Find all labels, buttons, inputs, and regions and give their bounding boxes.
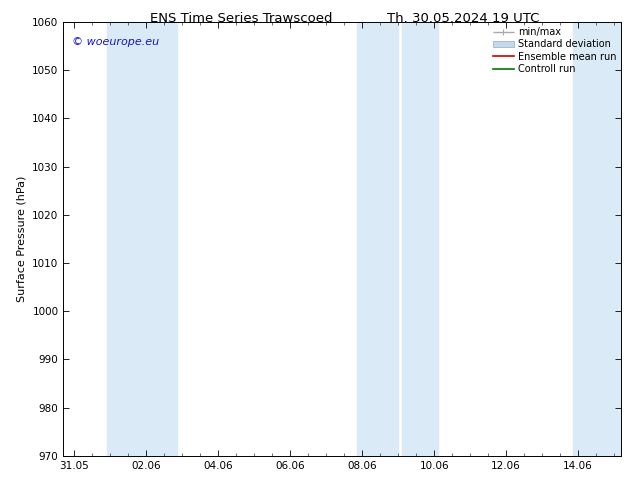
- Bar: [573, 22, 621, 456]
- Bar: [357, 22, 398, 456]
- Text: Th. 30.05.2024 19 UTC: Th. 30.05.2024 19 UTC: [387, 12, 539, 25]
- Bar: [402, 22, 437, 456]
- Text: ENS Time Series Trawscoed: ENS Time Series Trawscoed: [150, 12, 332, 25]
- Y-axis label: Surface Pressure (hPa): Surface Pressure (hPa): [16, 176, 27, 302]
- Legend: min/max, Standard deviation, Ensemble mean run, Controll run: min/max, Standard deviation, Ensemble me…: [491, 25, 618, 76]
- Bar: [107, 22, 177, 456]
- Text: © woeurope.eu: © woeurope.eu: [72, 37, 159, 47]
